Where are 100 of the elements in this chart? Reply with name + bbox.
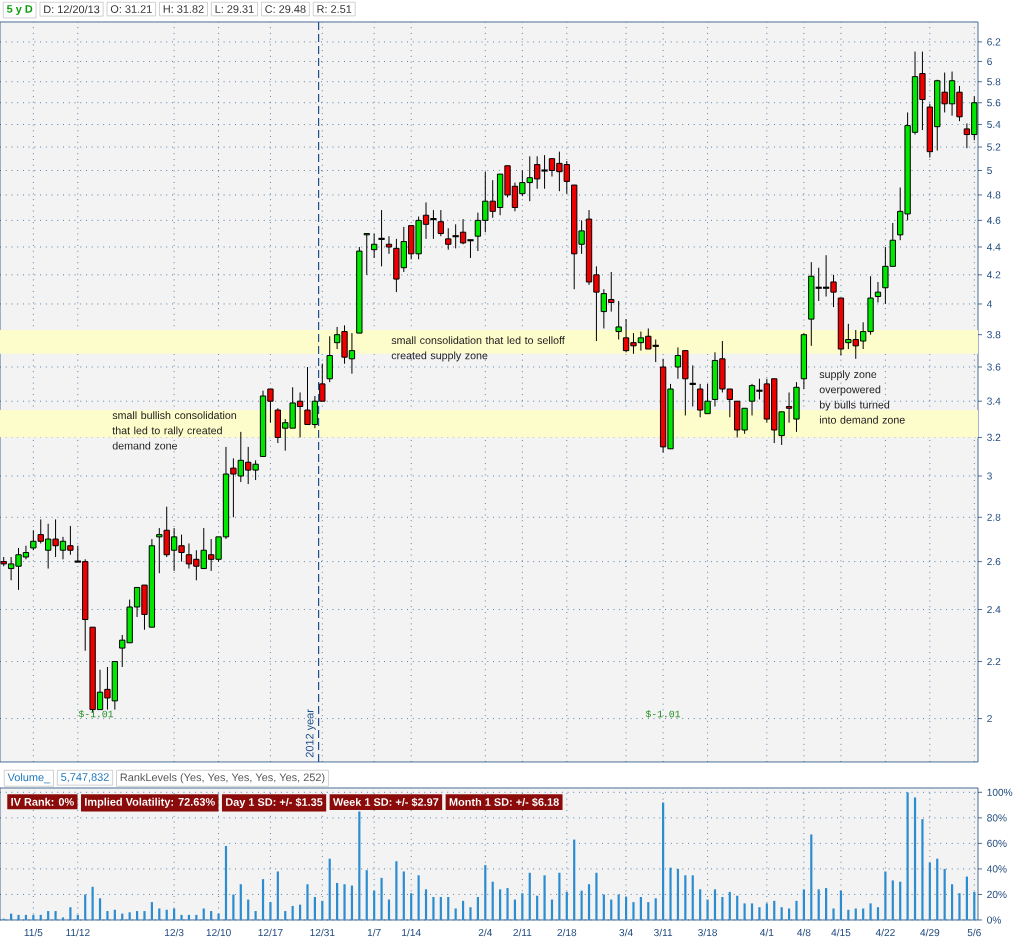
bar [417,875,420,920]
y-tick-label: 20% [987,890,1007,899]
bar [728,891,731,920]
bar [328,858,331,920]
bar [573,839,576,920]
bar [469,907,472,920]
x-tick-label: 3/18 [698,928,717,937]
annotation: Implied Volatility: 72.63% [85,797,215,808]
bar [439,897,442,920]
bar [595,872,598,920]
bar [69,907,72,920]
x-tick-label: 12/31 [310,928,335,937]
y-tick-label: 3 [987,472,992,480]
annotation: Month 1 SD: +/- $6.18 [449,797,559,807]
bar [787,908,791,920]
candlestick [874,281,882,303]
annotation: small bullish consolidation that led to rally created demand zone [112,411,237,450]
y-tick-label: 80% [987,814,1007,822]
bar [76,914,79,920]
bar [461,900,465,920]
bar [899,881,902,920]
y-tick-label: 4.8 [986,191,1001,199]
bar [84,894,87,920]
y-tick-label: 6.2 [987,38,1001,46]
y-tick-label: 2.6 [987,558,1001,566]
bar [743,903,746,920]
y-tick-label: 5 [987,166,992,175]
y-tick-label: 4.2 [986,271,1001,279]
x-tick-label: 4/8 [797,928,811,937]
bar [39,914,42,920]
bar [261,879,265,920]
bar [602,894,605,920]
bar [825,888,828,920]
bar [862,908,865,920]
bar [284,911,287,920]
bar [491,881,494,920]
bar [432,897,435,920]
annotation: Week 1 SD: +/- $2.97 [333,797,439,807]
y-tick-label: 60% [987,839,1007,847]
bar [217,913,220,920]
text: C: 29.48 [265,5,306,13]
text: R: 2.51 [317,5,352,13]
x-tick-label: 5/6 [967,928,981,937]
y-tick-label: 3.6 [987,363,1001,371]
bar [424,889,428,920]
annotation: Day 1 SD: +/- $1.35 [226,797,323,809]
text: 5,747,832 [61,773,109,783]
bar [765,903,768,920]
text: RankLevels (Yes, Yes, Yes, Yes, Yes, 252) [120,773,325,784]
y-tick-label: 2.8 [987,513,1001,521]
bar [195,914,198,920]
bar [173,908,176,920]
bar [476,897,479,920]
bar [447,897,450,920]
y-tick-label: 3.8 [987,331,1001,339]
candlestick [385,235,393,255]
candlestick [445,227,452,251]
bar [98,898,102,920]
bar [135,911,139,920]
x-tick-label: 4/22 [875,928,895,937]
y-tick-label: 5.8 [987,78,1001,86]
bar [150,902,153,920]
bar [713,889,717,920]
candlestick [615,300,622,341]
bar [802,889,805,920]
bar [343,884,346,920]
bar [61,917,65,920]
annotation: $-1.01 [78,710,114,718]
bar [358,811,361,920]
y-tick-label: 0% [987,916,1001,924]
bar [780,907,783,920]
bar [113,909,116,920]
bar [180,914,183,920]
y-tick-label: 5.6 [987,99,1001,107]
bar [817,889,820,920]
bar [224,845,228,920]
bar [647,902,650,920]
bar [54,911,57,920]
annotation: IV Rank: 0% [11,797,74,806]
y-tick-label: 2.4 [987,605,1001,614]
bar [91,886,94,920]
y-tick-label: 4.6 [986,216,1001,224]
x-tick-label: 11/5 [24,928,43,937]
x-tick-label: 3/11 [654,928,673,937]
bar [536,895,539,920]
bar [587,884,591,920]
bar [810,834,813,920]
candlestick [688,364,697,407]
x-tick-label: 2/11 [513,928,532,937]
bar [750,903,754,920]
bar [795,900,798,920]
bar [528,872,531,920]
bar [543,875,546,920]
x-tick-label: 1/7 [367,928,381,937]
bar [17,914,20,920]
y-tick-label: 2 [987,715,992,723]
y-tick-label: 3.4 [987,397,1001,405]
bar [210,911,213,920]
bar [128,912,131,920]
y-tick-label: 3.2 [987,433,1001,442]
